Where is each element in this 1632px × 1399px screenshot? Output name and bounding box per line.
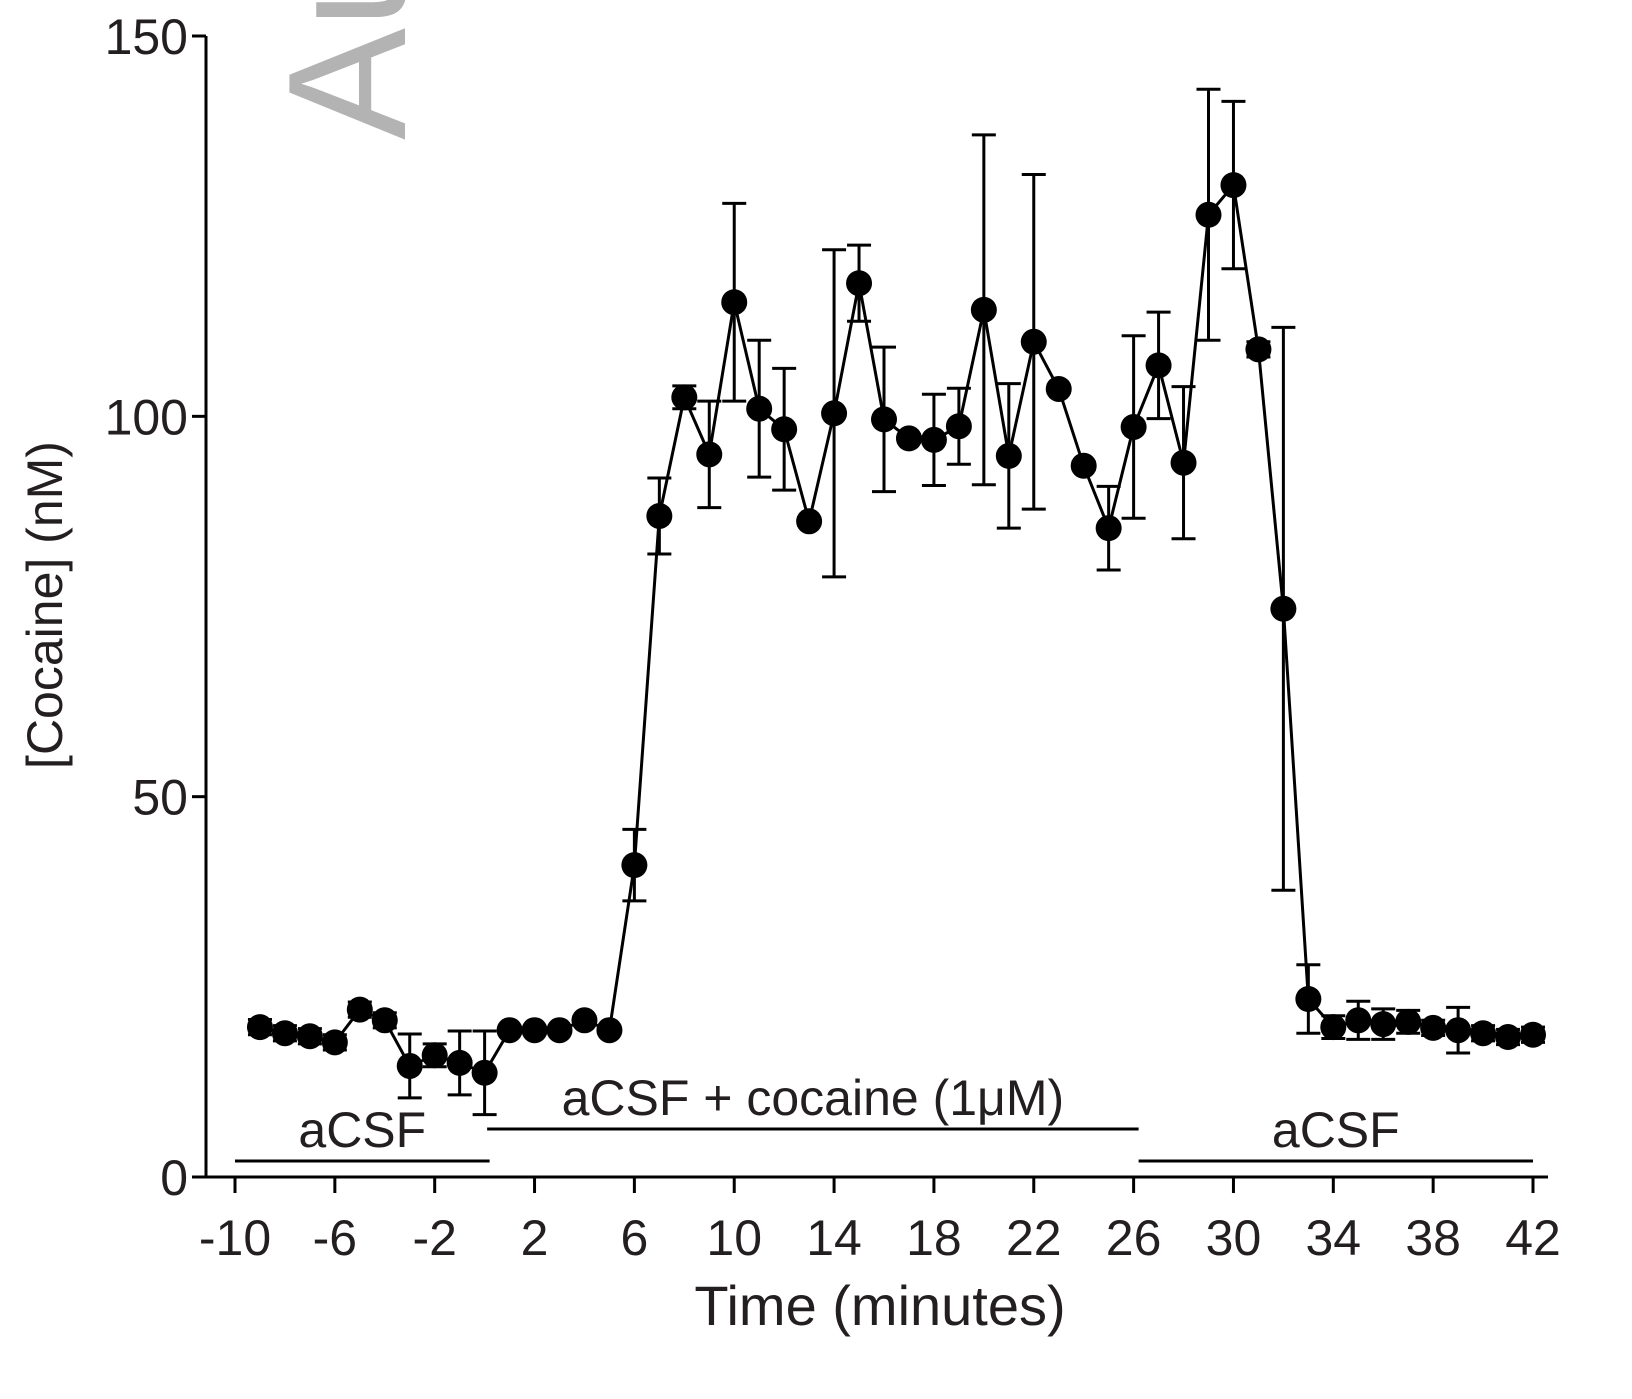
data-point — [821, 400, 848, 427]
data-point — [1195, 201, 1222, 228]
x-tick-label: 38 — [1405, 1210, 1461, 1266]
data-point — [945, 413, 972, 440]
data-line — [259, 181, 1534, 1075]
data-point — [496, 1017, 523, 1044]
data-point — [995, 442, 1022, 469]
y-axis-title: [Cocaine] (nM) — [17, 441, 73, 769]
x-tick-label: 30 — [1206, 1210, 1262, 1266]
y-tick-label: 100 — [105, 389, 188, 445]
data-point — [1495, 1024, 1522, 1051]
data-point — [521, 1017, 548, 1044]
data-point — [1145, 352, 1172, 379]
data-point — [970, 296, 997, 323]
x-tick-label: 2 — [521, 1210, 549, 1266]
x-tick-label: -10 — [199, 1210, 271, 1266]
data-point — [1245, 336, 1272, 363]
data-point — [271, 1020, 298, 1047]
data-point — [1095, 515, 1122, 542]
data-point — [920, 426, 947, 453]
data-point — [1020, 328, 1047, 355]
x-tick-label: 18 — [906, 1210, 962, 1266]
data-point — [421, 1042, 448, 1069]
period-label: aCSF + cocaine (1μM) — [562, 1070, 1065, 1126]
x-tick-label: 14 — [806, 1210, 862, 1266]
data-point — [1070, 452, 1097, 479]
data-point — [321, 1029, 348, 1056]
data-point — [796, 508, 823, 535]
data-point — [1320, 1014, 1347, 1041]
watermark: Author Manuscript — [253, 0, 441, 140]
data-point — [895, 425, 922, 452]
data-point — [1370, 1011, 1397, 1038]
data-point — [246, 1014, 273, 1041]
data-point — [621, 852, 648, 879]
data-point — [1295, 986, 1322, 1013]
data-point — [846, 270, 873, 297]
data-point — [371, 1007, 398, 1034]
data-point — [646, 502, 673, 529]
data-point — [1420, 1014, 1447, 1041]
data-point — [1045, 375, 1072, 402]
data-point — [546, 1017, 573, 1044]
data-point — [596, 1017, 623, 1044]
data-point — [1520, 1021, 1546, 1048]
data-point — [446, 1049, 473, 1076]
data-point — [471, 1059, 498, 1086]
data-point — [746, 395, 773, 422]
data-point — [396, 1052, 423, 1079]
data-point — [1395, 1008, 1422, 1035]
x-axis-title: Time (minutes) — [694, 1274, 1065, 1337]
data-point — [1270, 595, 1297, 622]
data-point — [721, 289, 748, 316]
data-point — [1345, 1007, 1372, 1034]
data-point — [671, 384, 698, 411]
x-tick-label: 22 — [1006, 1210, 1062, 1266]
x-tick-label: 34 — [1305, 1210, 1361, 1266]
x-tick-label: 26 — [1106, 1210, 1162, 1266]
data-point — [1220, 172, 1247, 199]
x-tick-label: 10 — [706, 1210, 762, 1266]
data-point — [571, 1007, 598, 1034]
data-point — [871, 406, 897, 433]
data-point — [1470, 1020, 1497, 1047]
x-tick-label: 6 — [620, 1210, 648, 1266]
y-tick-label: 150 — [105, 9, 188, 65]
data-point — [696, 441, 723, 468]
data-point — [771, 416, 798, 443]
x-tick-label: -6 — [313, 1210, 357, 1266]
data-point — [296, 1023, 323, 1050]
data-point — [1445, 1017, 1472, 1044]
y-tick-label: 0 — [160, 1150, 188, 1206]
x-tick-label: -2 — [412, 1210, 456, 1266]
y-tick-label: 50 — [132, 770, 188, 826]
data-point — [1120, 413, 1147, 440]
x-tick-label: 42 — [1505, 1210, 1561, 1266]
period-label: aCSF — [298, 1102, 426, 1158]
data-point — [1170, 449, 1197, 476]
period-label: aCSF — [1272, 1102, 1400, 1158]
data-point — [346, 996, 373, 1023]
